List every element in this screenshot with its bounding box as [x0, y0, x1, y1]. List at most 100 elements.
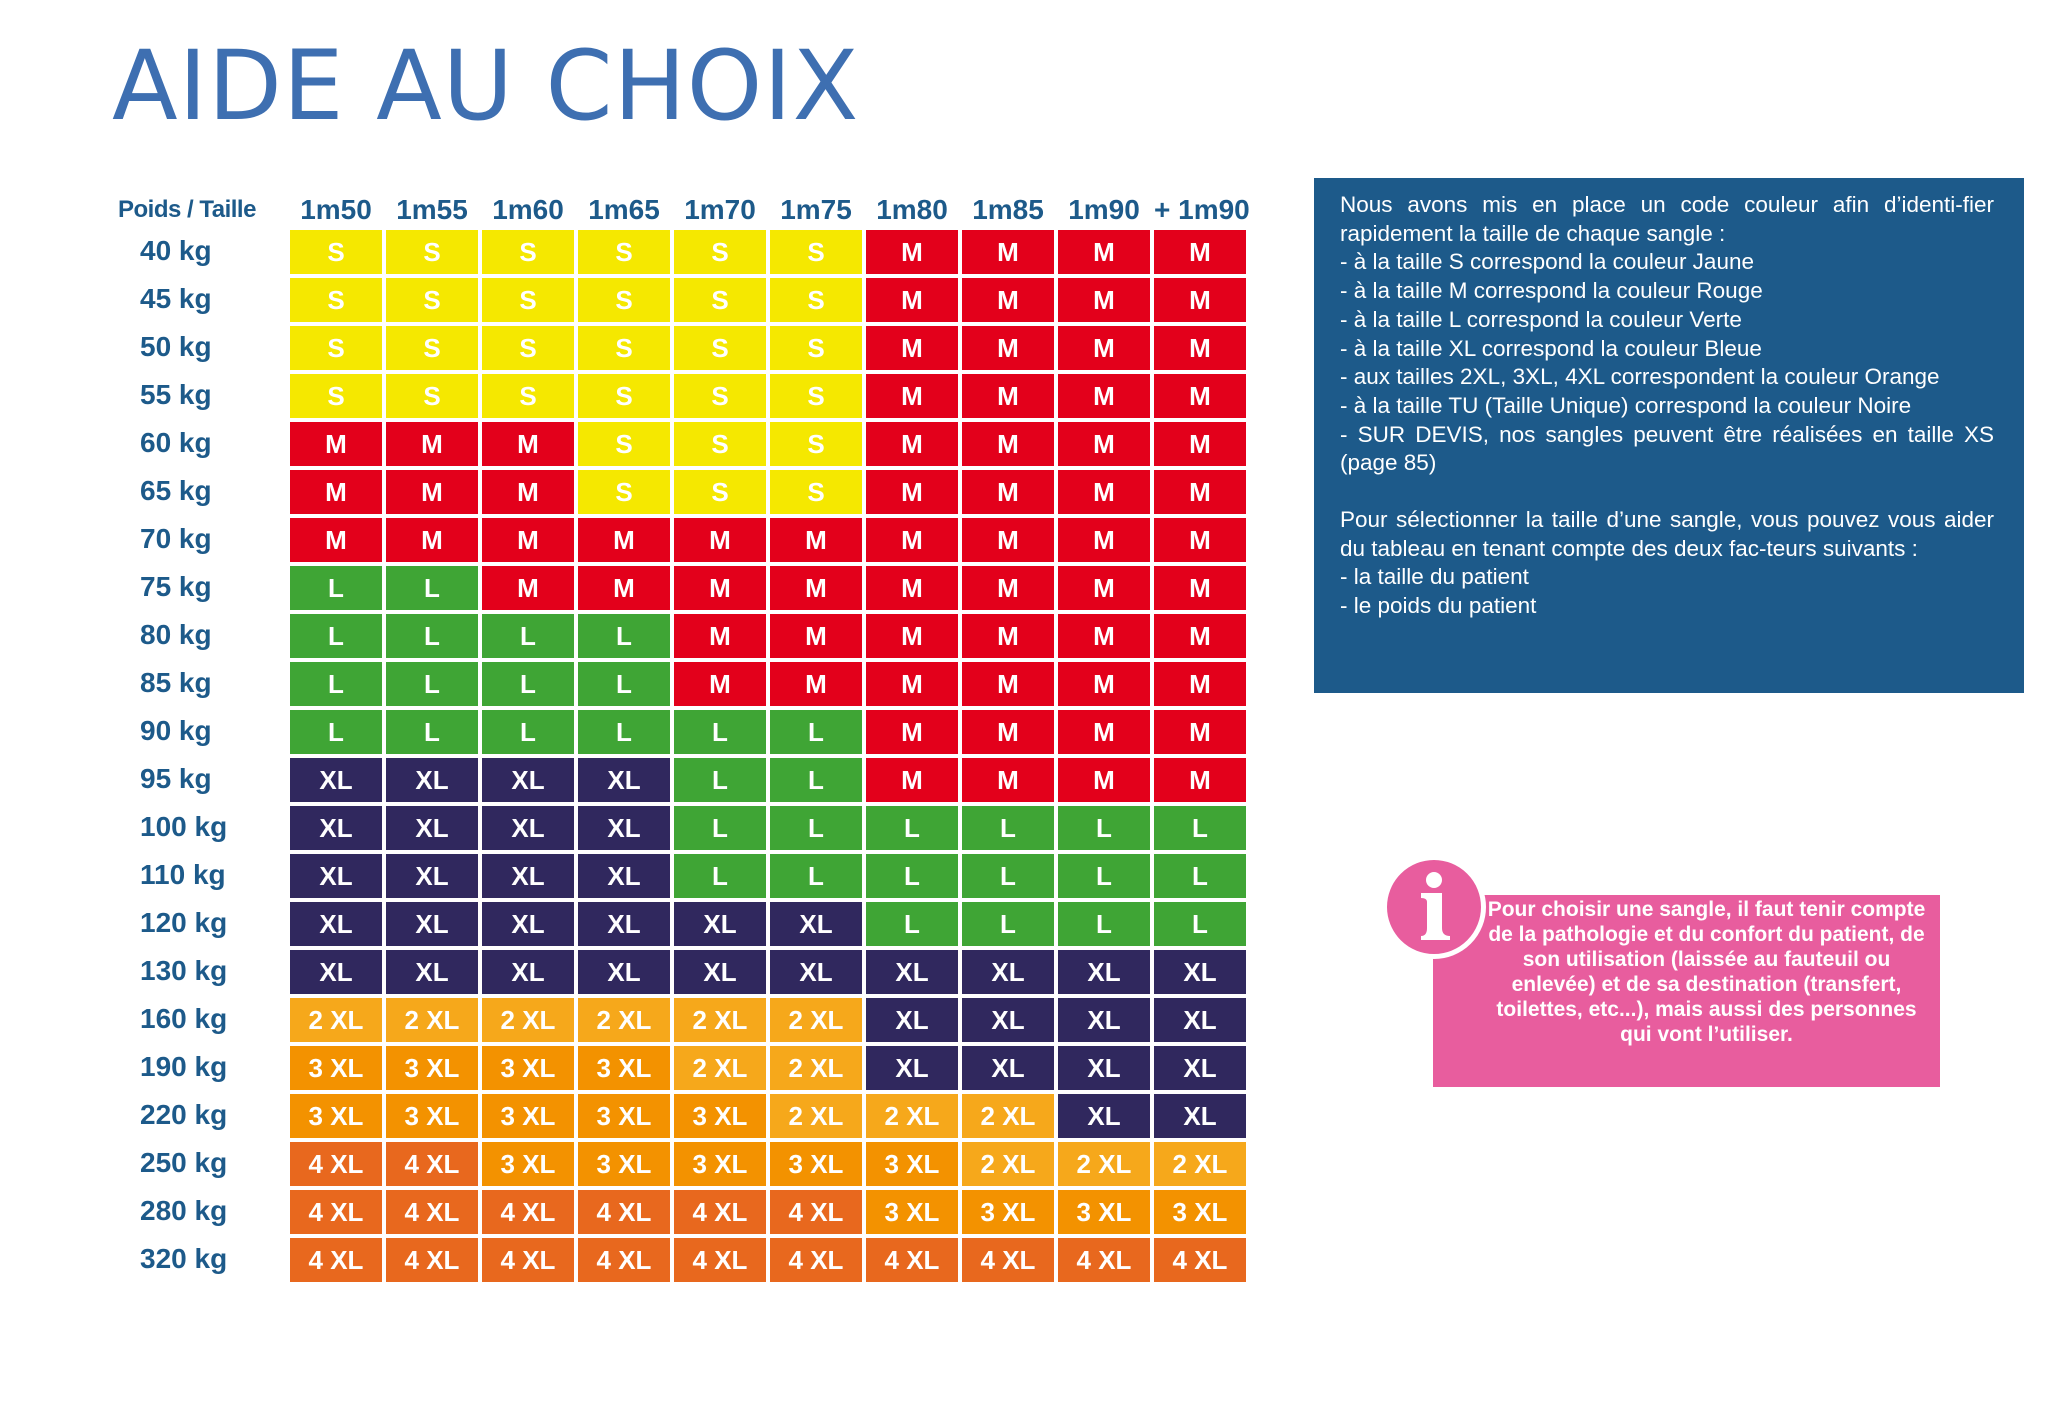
size-cell: S	[770, 326, 862, 370]
row-label: 80 kg	[140, 619, 212, 650]
size-cell: XL	[674, 950, 766, 994]
size-cell: M	[1058, 614, 1150, 658]
column-header: 1m55	[396, 194, 468, 225]
info-line: - le poids du patient	[1340, 593, 1537, 619]
size-cell: XL	[962, 1046, 1054, 1090]
size-cell: S	[386, 230, 478, 274]
size-cell: 4 XL	[578, 1190, 670, 1234]
size-cell: L	[962, 902, 1054, 946]
size-cell: 4 XL	[674, 1190, 766, 1234]
size-cell: 2 XL	[674, 1046, 766, 1090]
size-cell: L	[482, 662, 574, 706]
size-cell: S	[770, 470, 862, 514]
size-cell: 4 XL	[290, 1190, 382, 1234]
size-cell: 3 XL	[962, 1190, 1054, 1234]
size-cell: M	[962, 566, 1054, 610]
size-cell: L	[674, 854, 766, 898]
size-cell: M	[1058, 278, 1150, 322]
size-cell: M	[1154, 710, 1246, 754]
row-label: 90 kg	[140, 715, 212, 746]
size-cell: M	[1058, 326, 1150, 370]
size-cell: M	[674, 614, 766, 658]
size-cell: M	[1154, 374, 1246, 418]
size-cell: S	[770, 278, 862, 322]
size-cell: 3 XL	[770, 1142, 862, 1186]
size-cell: M	[1058, 470, 1150, 514]
column-header: 1m60	[492, 194, 564, 225]
size-cell: S	[578, 374, 670, 418]
size-cell: S	[770, 230, 862, 274]
info-line: - à la taille S correspond la couleur Ja…	[1340, 249, 1754, 275]
size-cell: 4 XL	[482, 1238, 574, 1282]
size-cell: 2 XL	[962, 1142, 1054, 1186]
size-cell: M	[1154, 278, 1246, 322]
size-cell: S	[290, 230, 382, 274]
size-cell: M	[290, 422, 382, 466]
size-cell: M	[1058, 422, 1150, 466]
size-cell: S	[386, 374, 478, 418]
size-cell: S	[770, 374, 862, 418]
size-cell: XL	[290, 902, 382, 946]
size-cell: M	[1058, 518, 1150, 562]
size-cell: 2 XL	[674, 998, 766, 1042]
size-cell: M	[1154, 470, 1246, 514]
size-cell: L	[386, 614, 478, 658]
column-header: + 1m90	[1154, 194, 1250, 225]
size-cell: XL	[290, 758, 382, 802]
size-cell: XL	[866, 998, 958, 1042]
size-cell: L	[770, 806, 862, 850]
size-cell: 3 XL	[386, 1046, 478, 1090]
size-cell: XL	[866, 1046, 958, 1090]
size-cell: L	[1154, 902, 1246, 946]
size-cell: XL	[482, 902, 574, 946]
row-label: 160 kg	[140, 1003, 228, 1034]
size-cell: 2 XL	[386, 998, 478, 1042]
size-cell: M	[482, 422, 574, 466]
row-label: 100 kg	[140, 811, 228, 842]
size-cell: XL	[482, 758, 574, 802]
size-cell: L	[674, 758, 766, 802]
size-cell: 3 XL	[866, 1190, 958, 1234]
size-cell: 4 XL	[386, 1238, 478, 1282]
size-cell: 2 XL	[866, 1094, 958, 1138]
size-cell: S	[578, 230, 670, 274]
info-line: - SUR DEVIS, nos sangles peuvent être ré…	[1340, 421, 1994, 476]
size-cell: S	[578, 470, 670, 514]
size-cell: M	[482, 518, 574, 562]
size-cell: L	[1154, 854, 1246, 898]
size-cell: 4 XL	[290, 1142, 382, 1186]
size-cell: L	[674, 710, 766, 754]
row-label: 75 kg	[140, 571, 212, 602]
size-cell: M	[1058, 230, 1150, 274]
size-cell: S	[290, 326, 382, 370]
size-cell: M	[866, 422, 958, 466]
size-cell: M	[770, 566, 862, 610]
size-cell: XL	[578, 854, 670, 898]
size-cell: 2 XL	[1058, 1142, 1150, 1186]
size-cell: XL	[1058, 950, 1150, 994]
size-cell: M	[866, 614, 958, 658]
info-line: - à la taille XL correspond la couleur B…	[1340, 335, 1762, 361]
info-line: - aux tailles 2XL, 3XL, 4XL corresponden…	[1340, 364, 1940, 390]
size-cell: M	[962, 662, 1054, 706]
size-cell: M	[1154, 230, 1246, 274]
size-cell: L	[1058, 854, 1150, 898]
size-cell: 3 XL	[482, 1046, 574, 1090]
size-cell: S	[674, 230, 766, 274]
size-cell: L	[290, 566, 382, 610]
size-cell: 3 XL	[482, 1142, 574, 1186]
size-cell: 2 XL	[770, 1046, 862, 1090]
size-cell: M	[962, 470, 1054, 514]
size-cell: M	[962, 422, 1054, 466]
size-cell: XL	[1058, 1046, 1150, 1090]
size-cell: M	[866, 230, 958, 274]
size-cell: 3 XL	[290, 1046, 382, 1090]
column-header: 1m85	[972, 194, 1044, 225]
column-header: 1m80	[876, 194, 948, 225]
size-cell: M	[866, 758, 958, 802]
size-cell: XL	[290, 950, 382, 994]
size-cell: XL	[578, 902, 670, 946]
size-cell: M	[866, 470, 958, 514]
size-cell: 3 XL	[578, 1142, 670, 1186]
size-cell: M	[866, 710, 958, 754]
